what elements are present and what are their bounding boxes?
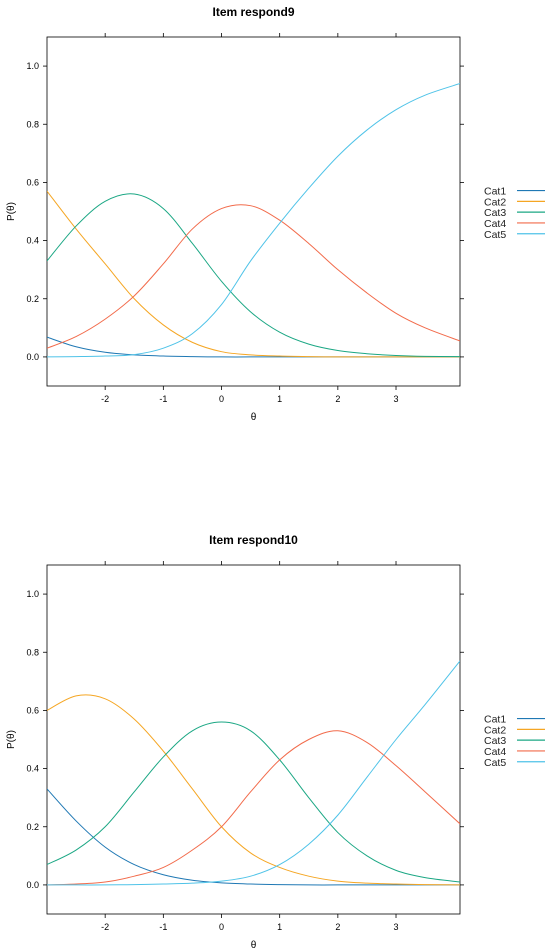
legend-label-cat2: Cat2 (484, 724, 506, 736)
y-tick-label: 0.8 (26, 119, 39, 129)
series-line-cat5 (47, 83, 460, 358)
series-line-cat3 (47, 193, 460, 358)
x-tick-label: 2 (335, 922, 340, 932)
y-axis-label: P(θ) (6, 202, 17, 221)
y-tick-label: 0.8 (26, 647, 39, 657)
legend-label-cat3: Cat3 (484, 207, 506, 219)
legend-label-cat2: Cat2 (484, 196, 506, 208)
legend-label-cat3: Cat3 (484, 735, 506, 747)
y-tick-label: 0.4 (26, 764, 39, 774)
x-axis-label: θ (251, 940, 257, 951)
y-tick-label: 1.0 (26, 589, 39, 599)
chart-panel-2: Item respond10 0.0 0.2 0.4 0.6 0.8 1.0 -2 -1 0 1 2 3… (6, 533, 545, 951)
series-lines (47, 83, 460, 358)
y-tick-label: 0.4 (26, 236, 39, 246)
series-line-cat1 (47, 336, 460, 358)
series-lines (47, 660, 460, 886)
x-tick-label: 2 (335, 394, 340, 404)
chart-title: Item respond9 (212, 5, 294, 19)
x-tick-label: 1 (277, 922, 282, 932)
y-axis-label: P(θ) (6, 730, 17, 749)
legend-label-cat5: Cat5 (484, 229, 506, 241)
legend-label-cat4: Cat4 (484, 218, 506, 230)
y-tick-label: 0.2 (26, 294, 39, 304)
series-line-cat2 (47, 190, 460, 358)
x-tick-label: -1 (159, 922, 167, 932)
y-tick-label: 1.0 (26, 61, 39, 71)
legend-label-cat1: Cat1 (484, 714, 506, 726)
x-tick-label: 3 (394, 922, 399, 932)
x-tick-label: 3 (394, 394, 399, 404)
legend-label-cat1: Cat1 (484, 186, 506, 198)
series-line-cat4 (47, 204, 460, 349)
y-tick-label: 0.0 (26, 352, 39, 362)
series-line-cat3 (47, 721, 460, 883)
legend-label-cat5: Cat5 (484, 757, 506, 769)
x-tick-label: 1 (277, 394, 282, 404)
plot-frame (46, 564, 461, 915)
x-tick-label: -2 (101, 922, 109, 932)
x-tick-label: 0 (219, 922, 224, 932)
y-tick-label: 0.0 (26, 880, 39, 890)
series-line-cat2 (47, 694, 460, 886)
y-tick-label: 0.6 (26, 177, 39, 187)
x-tick-label: -1 (159, 394, 167, 404)
plot-frame (46, 36, 461, 387)
x-axis-label: θ (251, 412, 257, 423)
x-tick-label: -2 (101, 394, 109, 404)
chart-panel-1: Item respond9 0.0 0.2 0.4 0.6 0.8 1.0 -2 -1 0 1 2 3 θ… (6, 5, 545, 423)
chart-title: Item respond10 (209, 533, 298, 547)
y-tick-label: 0.6 (26, 705, 39, 715)
series-line-cat4 (47, 730, 460, 886)
series-line-cat1 (47, 788, 460, 886)
y-tick-label: 0.2 (26, 822, 39, 832)
series-line-cat5 (47, 660, 460, 886)
legend-label-cat4: Cat4 (484, 746, 506, 758)
x-tick-label: 0 (219, 394, 224, 404)
